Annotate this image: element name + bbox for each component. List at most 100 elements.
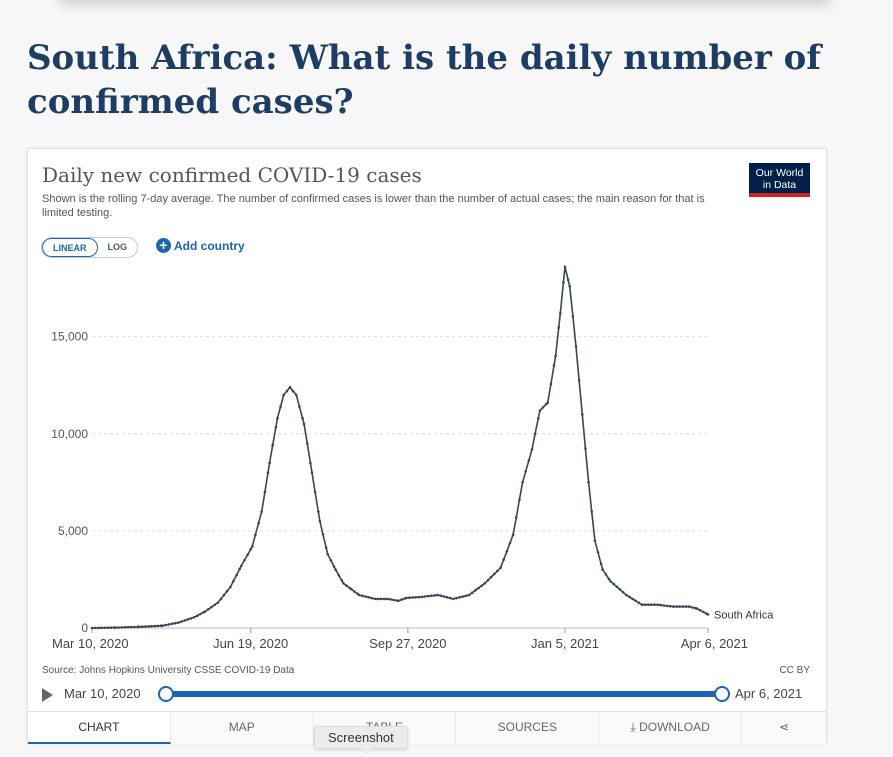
data-point: [186, 618, 190, 621]
data-point: [590, 510, 593, 513]
data-point: [180, 620, 183, 623]
play-icon[interactable]: [42, 688, 53, 702]
timeline-end-handle[interactable]: [714, 686, 730, 702]
data-point: [502, 558, 506, 561]
data-point: [445, 596, 449, 599]
data-point: [571, 315, 575, 318]
data-point: [260, 510, 263, 513]
data-point: [167, 623, 171, 626]
data-point: [350, 587, 353, 591]
data-point: [370, 596, 374, 600]
data-point: [518, 498, 521, 502]
scale-linear-button[interactable]: LINEAR: [42, 238, 98, 257]
data-point: [340, 579, 344, 582]
data-point: [291, 389, 295, 393]
data-point: [210, 605, 213, 609]
data-point: [133, 625, 136, 629]
data-point: [587, 481, 590, 484]
timeline-start-handle[interactable]: [158, 686, 174, 702]
data-point: [295, 393, 298, 397]
data-point: [268, 461, 271, 465]
data-point: [141, 625, 144, 628]
data-point: [581, 413, 584, 416]
source-note[interactable]: Source: Johns Hopkins University CSSE CO…: [42, 665, 295, 676]
data-point: [653, 603, 656, 606]
data-point: [318, 519, 322, 523]
scale-toggle: LINEAR LOG: [41, 237, 138, 258]
data-point: [219, 597, 223, 601]
data-point: [120, 626, 124, 629]
data-point: [310, 471, 314, 474]
data-point: [238, 567, 241, 571]
tab-download[interactable]: ⤓ Download: [599, 712, 742, 744]
data-point: [90, 626, 94, 630]
data-point: [243, 559, 246, 562]
data-point: [615, 585, 619, 589]
tab-chart[interactable]: Chart: [28, 712, 171, 744]
data-point: [379, 597, 383, 601]
series-group: South Africa: [90, 265, 774, 630]
timeline: Mar 10, 2020 Apr 6, 2021: [42, 683, 814, 705]
data-point: [634, 599, 637, 603]
data-point: [643, 603, 647, 606]
data-point: [430, 594, 433, 598]
data-point: [486, 578, 490, 582]
data-point: [640, 603, 644, 606]
add-country-button[interactable]: + Add country: [156, 238, 245, 253]
license-link[interactable]: CC BY: [779, 665, 810, 676]
data-point: [461, 595, 465, 598]
data-point: [229, 585, 232, 589]
data-point: [563, 265, 567, 269]
data-point: [203, 610, 207, 613]
data-point: [383, 597, 386, 601]
chart-title: Daily new confirmed COVID-19 cases: [42, 163, 422, 187]
data-point: [552, 364, 556, 367]
data-point: [546, 401, 549, 404]
data-point: [414, 596, 418, 599]
data-point: [301, 417, 304, 420]
tab-share[interactable]: ⋖: [742, 712, 826, 744]
data-point: [442, 595, 446, 598]
timeline-track[interactable]: [166, 691, 722, 697]
data-point: [544, 403, 548, 406]
data-point: [625, 593, 628, 597]
data-point: [672, 605, 675, 608]
data-point: [574, 345, 578, 348]
tab-map[interactable]: Map: [171, 712, 314, 744]
y-tick-label: 10,000: [51, 427, 88, 441]
headline-text-end: number of confirmed cases?: [27, 38, 821, 122]
data-point: [593, 539, 597, 542]
data-point: [177, 621, 180, 624]
logo-line-2: in Data: [762, 179, 797, 191]
data-point: [566, 278, 570, 281]
data-point: [596, 551, 600, 554]
data-point: [467, 593, 471, 597]
data-point: [515, 516, 518, 519]
data-point: [199, 612, 202, 616]
data-point: [353, 590, 356, 593]
owid-logo[interactable]: Our World in Data: [749, 163, 810, 197]
x-axis-ticks: Mar 10, 2020 Jun 19, 2020 Sep 27, 2020 Jan …: [52, 628, 748, 651]
data-point: [317, 510, 320, 513]
series-line: [91, 266, 709, 629]
data-point: [695, 607, 699, 610]
data-point: [474, 589, 477, 592]
data-point: [329, 559, 333, 562]
data-point: [559, 312, 562, 315]
tab-sources[interactable]: Sources: [456, 712, 600, 744]
data-point: [389, 598, 392, 601]
data-point: [367, 596, 370, 599]
data-point: [549, 382, 553, 386]
data-point: [449, 596, 452, 600]
scale-log-button[interactable]: LOG: [107, 242, 128, 252]
data-point: [161, 624, 164, 627]
data-point: [687, 605, 691, 608]
data-point: [263, 490, 267, 494]
headline-bold-word: daily: [519, 38, 612, 78]
data-point: [577, 379, 581, 382]
data-point: [126, 625, 130, 629]
data-point: [527, 459, 531, 462]
data-point: [706, 613, 710, 616]
logo-line-1: Our World: [755, 167, 804, 179]
data-point: [681, 605, 685, 608]
